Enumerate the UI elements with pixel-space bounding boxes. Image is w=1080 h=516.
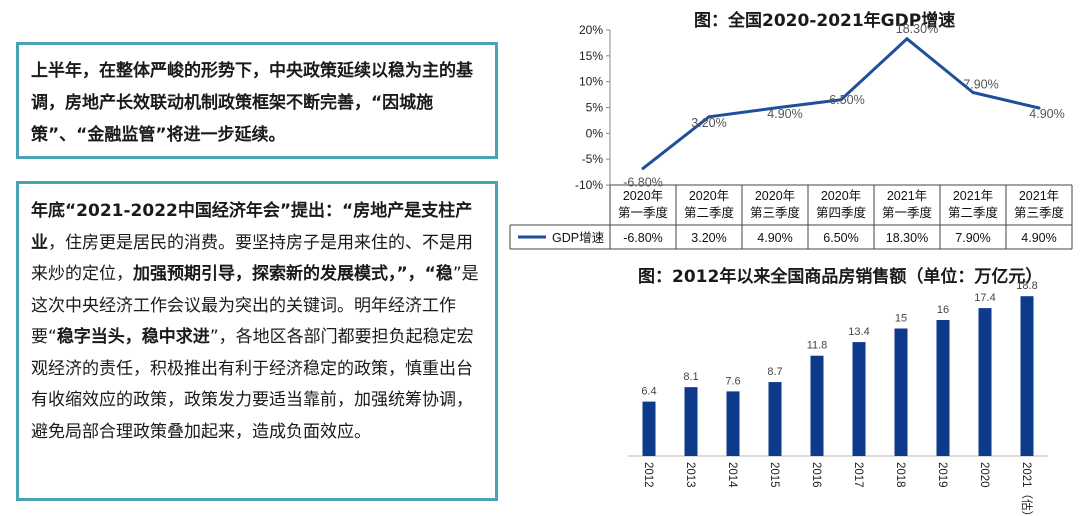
category-label: 2020年 [689,189,729,203]
sales-chart-title: 图：2012年以来全国商品房销售额（单位：万亿元） [638,267,1043,287]
table-value: 4.90% [1021,231,1056,245]
y-tick-label: -5% [582,152,604,166]
category-label: 2020年 [623,189,663,203]
y-tick-label: 10% [579,75,603,89]
gdp-chart-title: 图：全国2020-2021年GDP增速 [694,11,956,31]
gdp-point [905,37,909,41]
sales-bar [810,355,824,456]
year-label: 2020 [978,462,990,488]
policy-summary-text: 上半年，在整体严峻的形势下，中央政策延续以稳为主的基调，房地产长效联动机制政策框… [31,61,473,145]
category-label: 2021年 [1019,189,1059,203]
year-label: 2017 [852,462,864,488]
table-value: 18.30% [886,231,928,245]
text-run: 稳 [435,264,453,284]
y-tick-label: 0% [586,126,604,140]
sales-bar [894,328,908,456]
sales-bar [852,342,866,456]
sales-bar [768,382,782,456]
category-label: 2020年 [821,189,861,203]
category-label: 第四季度 [816,205,867,220]
sales-bar [684,387,698,456]
y-tick-label: 15% [579,49,603,63]
table-value: 4.90% [757,231,792,245]
sales-data-label: 18.8 [1016,280,1037,292]
gdp-point [641,166,645,170]
year-label: 2013 [684,462,696,488]
gdp-data-label: 6.50% [829,93,864,107]
gdp-data-label: 4.90% [767,107,802,121]
gdp-data-label: 7.90% [963,78,998,92]
sales-bar [726,391,740,456]
sales-data-label: 6.4 [641,386,656,398]
text-run: 提出： [291,201,343,221]
sales-data-label: 8.1 [683,371,698,383]
year-label: 2015 [768,462,780,488]
sales-data-label: 13.4 [848,326,869,338]
category-label: 第二季度 [684,205,735,220]
sales-data-label: 17.4 [974,292,995,304]
sales-data-label: 15 [895,313,907,325]
sales-bar [936,320,950,456]
legend-label: GDP增速 [552,230,605,245]
y-tick-label: 20% [579,23,603,37]
y-tick-label: 5% [586,101,604,115]
gdp-point [1037,106,1041,110]
category-label: 2020年 [755,189,795,203]
category-label: 第三季度 [750,205,801,220]
text-run: “2021-2022中国经济年会” [65,201,292,221]
text-run: ，”，“ [388,264,436,284]
text-run: 年底 [31,201,65,221]
year-label: 2016 [810,462,822,488]
gdp-point [707,115,711,119]
table-value: -6.80% [623,231,663,245]
category-label: 第二季度 [948,205,999,220]
table-value: 7.90% [955,231,990,245]
sales-bar [1020,296,1034,456]
text-run: ，住房更是居民的消费。要坚持房子是用来住的、不是用来炒的定位， [31,232,473,285]
text-run: 稳字当头，稳中求进 [56,327,210,347]
gdp-data-label: -6.80% [623,175,663,189]
gdp-data-label: 4.90% [1029,107,1064,121]
sales-bar-chart: 6.4 2012 8.1 2013 7.6 2014 8.7 2015 11.8 2016 13.4… [628,280,1048,516]
text-run: 加强预期引导，探索新的发展模式 [133,264,388,284]
gdp-point [773,106,777,110]
gdp-point [971,91,975,95]
policy-summary-box: 上半年，在整体严峻的形势下，中央政策延续以稳为主的基调，房地产长效联动机制政策框… [16,42,498,159]
text-run: “房地产是支柱产业 [31,201,473,253]
y-tick-label: -10% [575,178,603,192]
sales-bar [642,401,656,456]
sales-data-label: 16 [937,304,949,316]
sales-data-label: 7.6 [725,375,740,387]
gdp-data-label: 3.20% [691,116,726,130]
sales-data-label: 8.7 [767,366,782,378]
year-label: 2021（估） [1020,462,1033,516]
category-label: 第一季度 [618,205,669,220]
year-label: 2014 [726,462,738,488]
table-value: 3.20% [691,231,726,245]
category-label: 第一季度 [882,205,933,220]
gdp-data-label: 18.30% [896,22,938,36]
year-label: 2019 [936,462,948,488]
economic-conference-box: 年底“2021-2022中国经济年会”提出：“房地产是支柱产业，住房更是居民的消… [16,181,498,501]
gdp-point [839,98,843,102]
category-label: 2021年 [953,189,993,203]
category-label: 第三季度 [1014,205,1065,220]
sales-bar [978,308,992,456]
table-value: 6.50% [823,231,858,245]
sales-data-label: 11.8 [807,340,828,352]
year-label: 2012 [642,462,654,488]
year-label: 2018 [894,462,906,488]
economic-conference-text: 年底“2021-2022中国经济年会”提出：“房地产是支柱产业，住房更是居民的消… [31,201,479,442]
text-run: ”，各地区各部门都要担负起稳定宏观经济的责任，积极推出有利于经济稳定的政策，慎重… [31,327,474,442]
text-run: ”是这次中央经济工作会议最为突出的关键词。明年经济工作要“ [31,264,479,347]
category-label: 2021年 [887,189,927,203]
